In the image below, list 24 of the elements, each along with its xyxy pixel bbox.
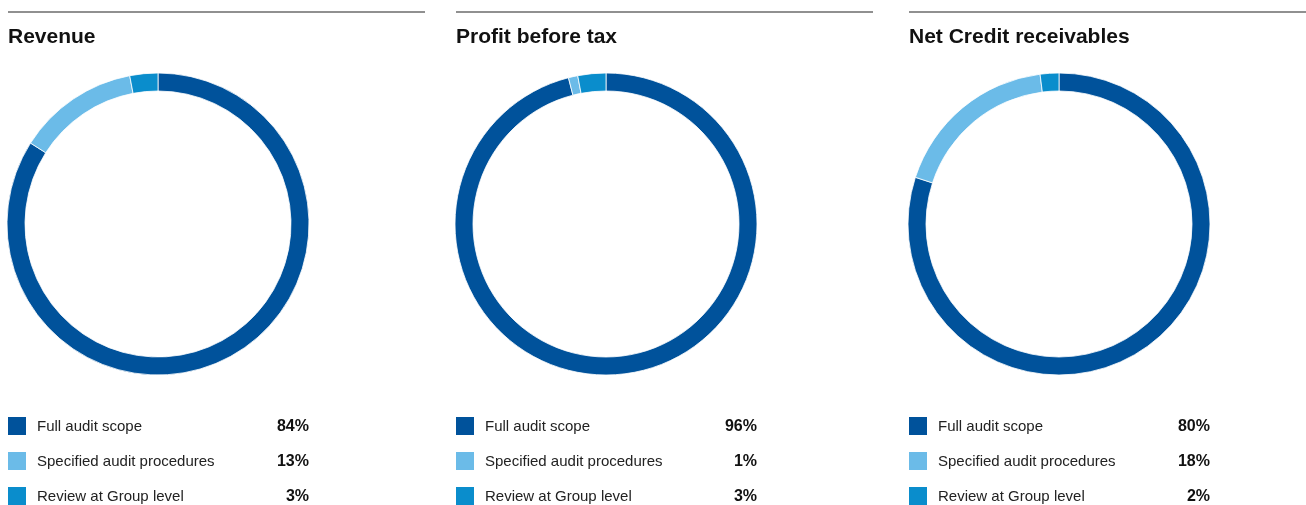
chart-title: Net Credit receivables <box>909 24 1130 47</box>
donut-slice <box>907 72 1211 376</box>
legend-label: Full audit scope <box>938 417 1044 434</box>
data-label: 84% <box>276 417 309 434</box>
data-label: 18% <box>1177 452 1210 469</box>
legend-label: Specified audit procedures <box>938 452 1116 469</box>
data-label: 2% <box>1186 487 1210 504</box>
donut-slice <box>454 72 758 376</box>
legend-label: Full audit scope <box>485 417 591 434</box>
legend-label: Specified audit procedures <box>37 452 215 469</box>
chart-title: Profit before tax <box>456 24 618 47</box>
data-label: 3% <box>733 487 757 504</box>
legend-label: Full audit scope <box>37 417 143 434</box>
legend-label: Specified audit procedures <box>485 452 663 469</box>
legend-label: Review at Group level <box>485 487 632 504</box>
data-label: 3% <box>285 487 309 504</box>
chart-title: Revenue <box>8 24 96 47</box>
data-label: 1% <box>733 452 757 469</box>
donut-slice <box>6 72 310 376</box>
data-label: 96% <box>724 417 757 434</box>
data-label: 13% <box>276 452 309 469</box>
legend-label: Review at Group level <box>938 487 1085 504</box>
data-label: 80% <box>1177 417 1210 434</box>
legend-label: Review at Group level <box>37 487 184 504</box>
